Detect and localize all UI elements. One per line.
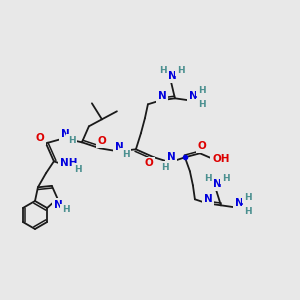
Text: N: N <box>115 142 123 152</box>
Text: H: H <box>198 100 206 109</box>
Text: N: N <box>158 91 166 101</box>
Text: H: H <box>244 193 252 202</box>
Text: H: H <box>68 136 76 145</box>
Text: H: H <box>62 205 69 214</box>
Text: N: N <box>54 200 63 210</box>
Text: N: N <box>61 129 69 139</box>
Text: O: O <box>98 136 106 146</box>
Text: N: N <box>167 152 175 162</box>
Text: O: O <box>197 141 206 151</box>
Text: N: N <box>212 179 221 189</box>
Text: H: H <box>177 66 185 75</box>
Text: N: N <box>203 194 212 204</box>
Text: N: N <box>188 91 197 101</box>
Text: N: N <box>235 198 243 208</box>
Text: OH: OH <box>212 154 230 164</box>
Text: H: H <box>159 66 167 75</box>
Text: H: H <box>74 165 82 174</box>
Text: H: H <box>222 174 230 183</box>
Text: NH: NH <box>60 158 78 168</box>
Text: H: H <box>161 163 169 172</box>
Text: H: H <box>204 174 212 183</box>
Text: O: O <box>145 158 153 168</box>
Text: H: H <box>198 86 206 95</box>
Text: H: H <box>244 207 252 216</box>
Text: N: N <box>167 71 176 81</box>
Text: H: H <box>122 150 130 159</box>
Text: O: O <box>35 133 44 143</box>
